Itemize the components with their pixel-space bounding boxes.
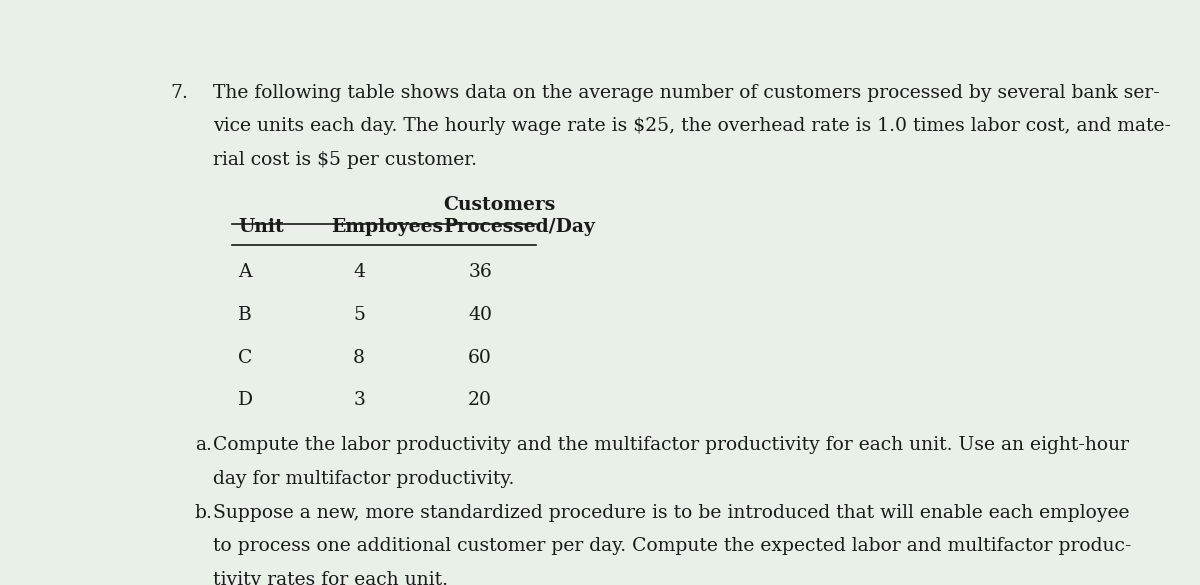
Text: 5: 5 (353, 306, 365, 324)
Text: 7.: 7. (170, 84, 188, 102)
Text: D: D (239, 391, 253, 409)
Text: to process one additional customer per day. Compute the expected labor and multi: to process one additional customer per d… (214, 537, 1132, 555)
Text: Processed/Day: Processed/Day (443, 218, 595, 236)
Text: rial cost is $5 per customer.: rial cost is $5 per customer. (214, 152, 478, 169)
Text: 4: 4 (353, 263, 365, 281)
Text: The following table shows data on the average number of customers processed by s: The following table shows data on the av… (214, 84, 1160, 102)
Text: day for multifactor productivity.: day for multifactor productivity. (214, 470, 515, 488)
Text: 60: 60 (468, 349, 492, 367)
Text: 36: 36 (468, 263, 492, 281)
Text: 40: 40 (468, 306, 492, 324)
Text: Unit: Unit (239, 218, 284, 236)
Text: A: A (239, 263, 252, 281)
Text: 8: 8 (353, 349, 365, 367)
Text: vice units each day. The hourly wage rate is $25, the overhead rate is 1.0 times: vice units each day. The hourly wage rat… (214, 118, 1171, 136)
Text: b.: b. (194, 504, 212, 522)
Text: tivity rates for each unit.: tivity rates for each unit. (214, 571, 449, 585)
Text: 20: 20 (468, 391, 492, 409)
Text: Suppose a new, more standardized procedure is to be introduced that will enable : Suppose a new, more standardized procedu… (214, 504, 1129, 522)
Text: a.: a. (194, 436, 211, 454)
Text: C: C (239, 349, 253, 367)
Text: Compute the labor productivity and the multifactor productivity for each unit. U: Compute the labor productivity and the m… (214, 436, 1129, 454)
Text: Employees: Employees (331, 218, 443, 236)
Text: 3: 3 (353, 391, 365, 409)
Text: Customers: Customers (443, 197, 556, 214)
Text: B: B (239, 306, 252, 324)
